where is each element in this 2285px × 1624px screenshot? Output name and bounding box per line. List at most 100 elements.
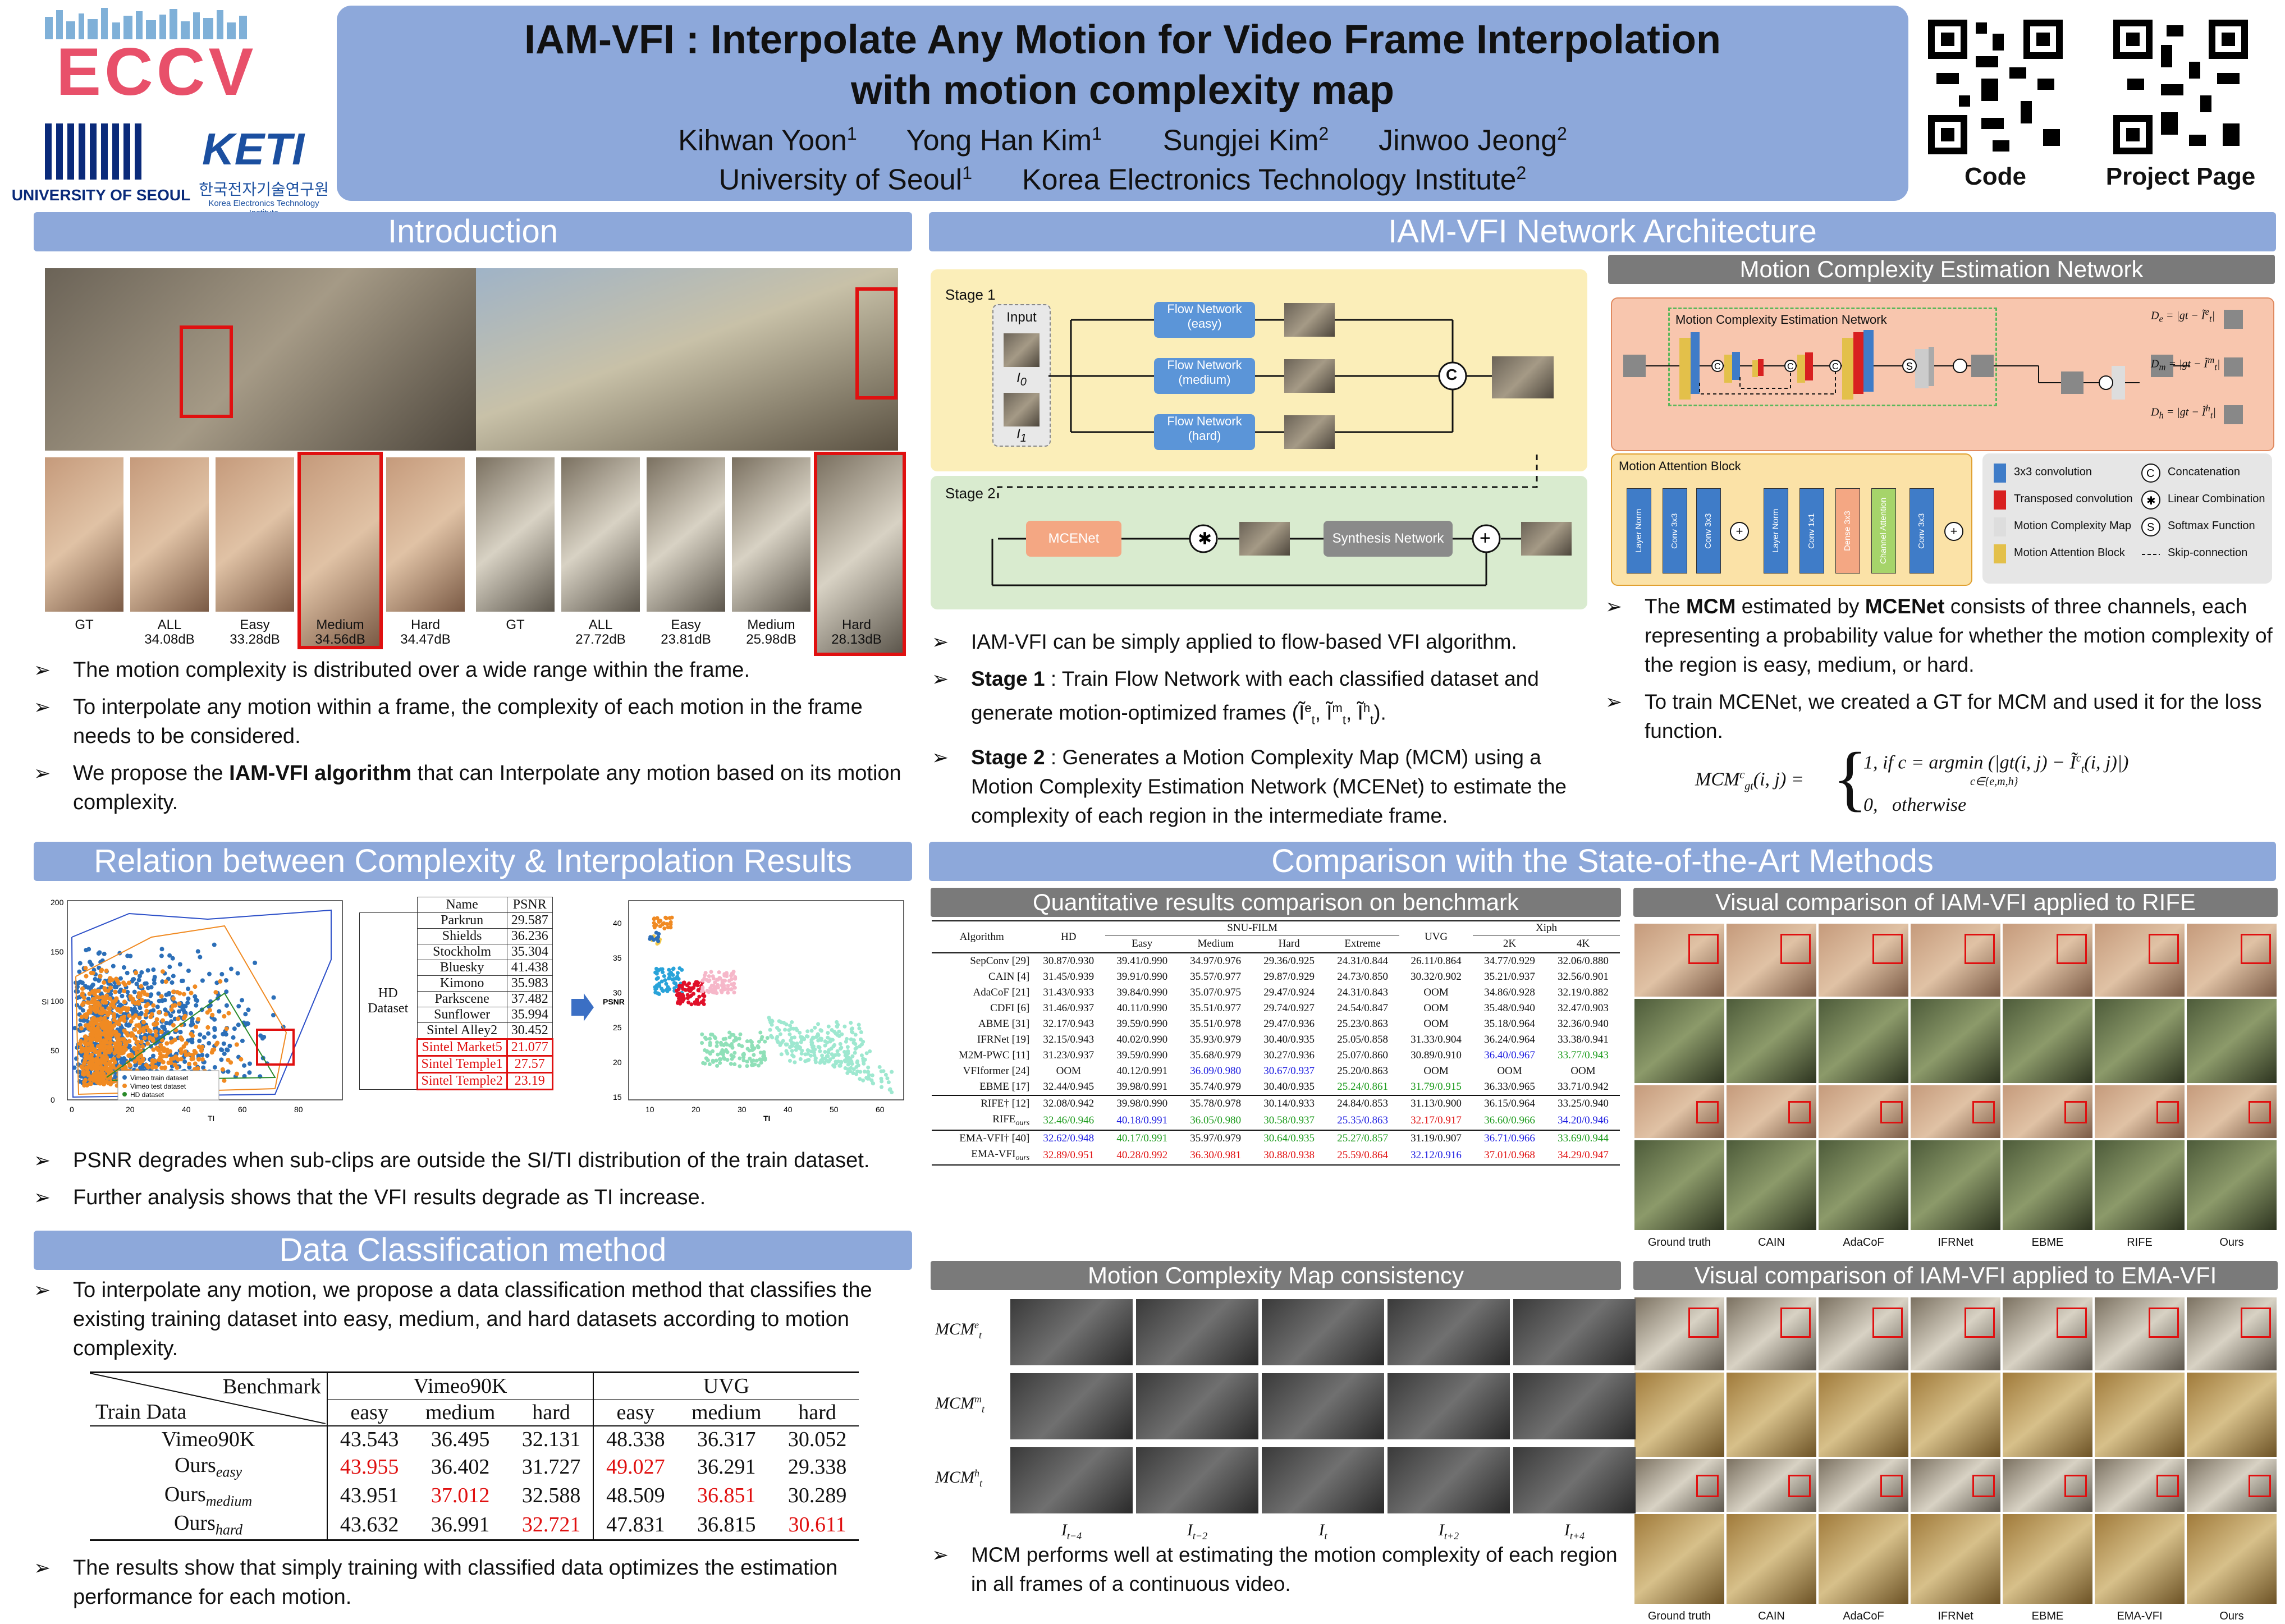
scatter-point-test — [122, 1018, 127, 1023]
dc-row-name-sub: hard — [215, 1521, 243, 1538]
scatter-point-test — [100, 1024, 106, 1029]
scatter-point-test — [118, 1050, 123, 1055]
quant-cell: 24.73/0.850 — [1337, 971, 1388, 983]
psnr-point — [681, 981, 686, 986]
scatter-point-train — [125, 970, 130, 975]
eq-case-1-text: 1, if c = argmin (|gt(i, j) − Ĩ — [1863, 752, 2076, 773]
quant-cell: 25.23/0.863 — [1337, 1018, 1388, 1030]
scatter-point-train — [247, 1070, 252, 1075]
intro-crop-left-3 — [297, 452, 383, 649]
intro-crop-left-2 — [216, 457, 294, 612]
scatter-point-test — [163, 1065, 168, 1070]
scatter-point-train — [156, 991, 161, 996]
arch-bullet-2-text: : Train Flow Network with each classifie… — [971, 667, 1539, 724]
scatter-point-test — [164, 1053, 169, 1058]
synthesis-network-block: Synthesis Network — [1324, 521, 1453, 557]
scatter-point-test — [158, 1058, 163, 1063]
scatter-point-train — [149, 992, 154, 997]
dc-cell: 32.131 — [521, 1428, 581, 1451]
psnr-point — [854, 1045, 859, 1050]
psnr-point — [665, 922, 669, 926]
ema-image — [2003, 1297, 2092, 1370]
quant-cell: 31.46/0.937 — [1043, 1002, 1095, 1014]
intro-crop-right-label-2: Easy — [671, 617, 701, 632]
rife-image — [1727, 999, 1816, 1083]
mcen-b1-pre: The — [1645, 595, 1687, 618]
psnr-point — [830, 1027, 834, 1032]
scatter-point-train — [194, 1003, 199, 1008]
rife-highlight-box — [1696, 1101, 1719, 1123]
scatter-point-test — [88, 1026, 93, 1031]
quant-cell: 36.05/0.980 — [1190, 1114, 1242, 1126]
ema-highlight-box — [1788, 1475, 1811, 1497]
scatter-point-test — [148, 1036, 153, 1041]
psnr-point — [712, 1035, 717, 1039]
psnr-point — [818, 1036, 822, 1041]
psnr-point — [732, 1050, 737, 1055]
rife-highlight-box — [2064, 1101, 2087, 1123]
psnr-cell-value: 29.587 — [506, 912, 553, 929]
psnr-point — [790, 1020, 794, 1025]
scatter-point-train — [134, 981, 139, 987]
psnr-point — [838, 1047, 842, 1051]
scatter-point-test — [103, 1038, 108, 1043]
mab-layer-5: Dense 3x3 — [1835, 488, 1860, 574]
scatter-point-test — [218, 979, 223, 984]
scatter-point-train — [200, 1053, 205, 1058]
psnr-point — [700, 1040, 704, 1045]
ema-image — [2003, 1373, 2092, 1457]
psnr-row: Sintel Market5 21.077 — [360, 1038, 553, 1057]
i1-sub: 1 — [1020, 432, 1027, 444]
scatter-point-test — [228, 1060, 233, 1065]
qr-code[interactable]: Code — [1925, 17, 2066, 190]
psnr-xtick-2: 30 — [738, 1105, 747, 1114]
psnr-point — [662, 974, 666, 978]
scatter-point-test — [95, 1080, 100, 1085]
rife-image — [1819, 924, 1908, 997]
scatter-point-test — [103, 1021, 108, 1026]
quant-row: SepConv [29] 30.87/0.930 39.41/0.990 34.97/… — [932, 953, 1620, 969]
psnr-point — [740, 1044, 744, 1048]
mcm-bullet: MCM performs well at estimating the moti… — [932, 1540, 1622, 1599]
psnr-point — [775, 1035, 780, 1039]
mcm-col-label-4: It+4 — [1513, 1521, 1636, 1542]
mcm-col-label-text: I — [1187, 1521, 1193, 1539]
scatter-point-test — [111, 1001, 116, 1006]
intro-crop-left-val-4: 34.47dB — [400, 632, 451, 647]
dc-cell: 48.338 — [593, 1426, 677, 1452]
ema-image — [1819, 1297, 1908, 1370]
rife-highlight-box — [1780, 934, 1811, 964]
scatter-point-test — [138, 1061, 143, 1066]
svg-text:C: C — [2146, 467, 2154, 480]
legend-concat: Concatenation — [2168, 466, 2240, 478]
psnr-point — [716, 978, 720, 982]
psnr-point — [831, 1044, 836, 1049]
scatter-point-test — [154, 1017, 159, 1022]
qr-project-page[interactable]: Project Page — [2106, 17, 2255, 190]
rife-image — [1911, 1085, 2000, 1138]
psnr-point — [730, 987, 734, 992]
psnr-point — [663, 915, 668, 920]
rife-highlight-box — [1880, 1101, 1903, 1123]
svg-text:C: C — [1714, 362, 1721, 371]
mcm-col-label-1: It−2 — [1136, 1521, 1258, 1542]
quant-cell: 39.41/0.990 — [1116, 955, 1168, 967]
psnr-point — [781, 1021, 786, 1025]
scatter-point-test — [79, 1045, 84, 1050]
scatter-point-test — [205, 1025, 210, 1030]
quant-cell: 26.11/0.864 — [1411, 955, 1462, 967]
scatter-point-test — [116, 1008, 121, 1013]
scatter-legend-0: Vimeo train dataset — [130, 1074, 189, 1082]
svg-text:C: C — [1832, 362, 1839, 371]
scatter-point-train — [221, 1031, 226, 1036]
rife-image — [1911, 999, 2000, 1083]
psnr-point — [844, 1055, 849, 1059]
quant-cell: 31.33/0.904 — [1411, 1034, 1462, 1045]
stage2-label: Stage 2 — [945, 485, 996, 502]
quant-cell: 39.98/0.990 — [1105, 1095, 1179, 1112]
psnr-xtick-4: 50 — [830, 1105, 839, 1114]
psnr-point — [819, 1058, 823, 1063]
scatter-point-test — [136, 994, 141, 999]
quant-cell: 36.71/0.966 — [1473, 1129, 1546, 1146]
scatter-point-test — [171, 996, 176, 1001]
